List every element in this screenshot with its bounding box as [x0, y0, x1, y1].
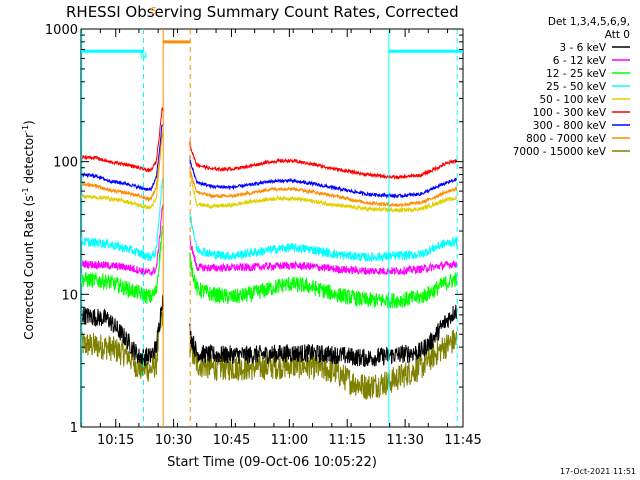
x-axis-label: Start Time (09-Oct-06 10:05:22): [167, 455, 377, 470]
series-100-300keV: [81, 107, 458, 180]
series-line: [81, 294, 164, 366]
series-line: [189, 235, 458, 276]
x-tick-label: 11:30: [386, 433, 423, 448]
series-line: [189, 169, 458, 214]
series-line: [189, 251, 458, 309]
y-tick-label: 10: [61, 288, 78, 303]
series-50-100keV: [81, 131, 458, 214]
series-line: [81, 134, 164, 202]
series-25-50keV: [81, 177, 458, 262]
overlay-layer: NS: [81, 6, 463, 427]
plot-frame: [80, 28, 464, 428]
legend-header-line-2: Att 0: [605, 29, 630, 41]
legend-label: 100 - 300 keV: [533, 107, 607, 119]
series-line: [189, 167, 458, 208]
series-7000-15000keV: [81, 304, 458, 400]
series-6-12keV: [81, 204, 458, 276]
legend-label: 7000 - 15000 keV: [513, 146, 607, 158]
legend-label: 300 - 800 keV: [533, 120, 607, 132]
series-line: [189, 329, 458, 400]
series-3-6keV: [81, 294, 458, 367]
series-line: [81, 304, 164, 382]
legend-label: 800 - 7000 keV: [526, 133, 607, 145]
series-line: [189, 155, 458, 199]
series-800-7000keV: [81, 134, 458, 208]
legend-label: 50 - 100 keV: [539, 94, 606, 106]
series-line: [81, 177, 164, 262]
series-line: [189, 212, 458, 262]
marker-flag: N: [140, 50, 147, 61]
series-line: [81, 131, 164, 211]
series-line: [81, 204, 164, 276]
series-line: [189, 141, 458, 180]
y-tick-label: 1000: [45, 23, 78, 38]
legend-label: 3 - 6 keV: [559, 42, 606, 54]
series-300-800keV: [81, 123, 458, 199]
data-layer: [81, 107, 458, 400]
legend-header-line-1: Det 1,3,4,5,6,9,: [548, 16, 630, 28]
legend-label: 12 - 25 keV: [546, 68, 607, 80]
x-tick-label: 11:15: [329, 433, 366, 448]
series-12-25keV: [81, 225, 458, 309]
x-tick-label: 11:00: [271, 433, 308, 448]
x-tick-label: 11:45: [444, 433, 481, 448]
x-tick-label: 10:30: [155, 433, 192, 448]
marker-flag: S: [150, 6, 156, 17]
x-tick-label: 10:45: [213, 433, 250, 448]
legend-label: 25 - 50 keV: [546, 81, 607, 93]
y-tick-label: 1: [70, 421, 78, 436]
series-line: [81, 123, 164, 192]
series-line: [189, 304, 458, 367]
chart-title: RHESSI Observing Summary Count Rates, Co…: [66, 3, 459, 21]
footer-timestamp: 17-Oct-2021 11:51: [560, 467, 636, 476]
legend-label: 6 - 12 keV: [553, 55, 607, 67]
series-line: [81, 225, 164, 304]
series-line: [81, 107, 164, 173]
x-tick-label: 10:15: [97, 433, 134, 448]
axis-layer: 10:15 10:30 10:45 11:00 11:15 11:30 11:45 1000 1…: [45, 23, 482, 448]
y-axis-label: Corrected Count Rate (s-1 detector-1): [21, 120, 36, 339]
y-tick-label: 100: [53, 156, 78, 171]
